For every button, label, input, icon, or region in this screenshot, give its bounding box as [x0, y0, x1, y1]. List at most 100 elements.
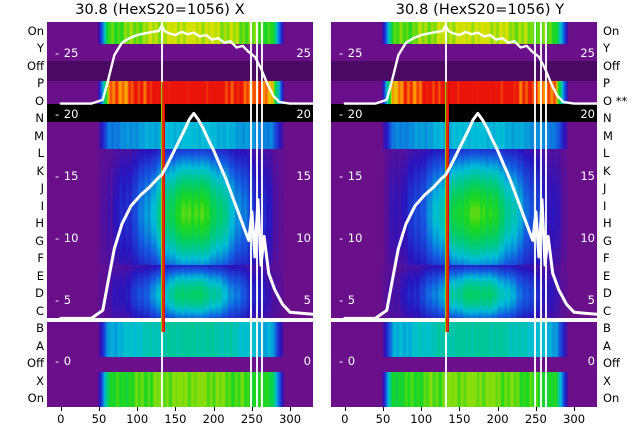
- category-label: N: [35, 111, 44, 126]
- y-tick-label: 15: [296, 169, 311, 184]
- x-tick-mark: [421, 407, 423, 411]
- y-tick-label: 25: [296, 45, 311, 60]
- y-tick-label: 15: [580, 169, 595, 184]
- heatmap-band: [331, 80, 597, 104]
- panel-y-plot-area[interactable]: - 0 0 - 5 5 - 10 10 - 15 15 - 20 20 - 25 25: [331, 22, 597, 407]
- category-label: L: [603, 146, 610, 161]
- spike-marker: [447, 82, 450, 332]
- category-label: I: [40, 198, 44, 213]
- heatmap-band: [47, 356, 313, 373]
- trace-path: [59, 111, 313, 320]
- x-tick-mark: [382, 407, 384, 411]
- category-label: K: [603, 163, 611, 178]
- x-tick-label: 250: [240, 412, 263, 426]
- category-label: H: [35, 216, 44, 231]
- trace-path: [59, 24, 313, 105]
- heatmap-band: [47, 122, 313, 150]
- y-tick-label: 25: [580, 45, 595, 60]
- panel-x-category-axis: On Y Off P O N M L K J I H G F E D C B A Off X On: [0, 22, 44, 407]
- trace-overlay: [343, 24, 597, 320]
- panel-x: 30.8 (HexS20=1056) X - 0 0 - 5 5 - 10 10 - 15 1…: [0, 2, 313, 426]
- category-label: On: [27, 23, 44, 38]
- category-label: K: [36, 163, 44, 178]
- x-tick-label: 50: [91, 412, 107, 426]
- category-label: Off: [603, 58, 620, 73]
- category-label: P: [37, 76, 44, 91]
- category-label: A: [603, 338, 611, 353]
- category-label: B: [36, 321, 44, 336]
- y-tick-label: - 10: [55, 230, 79, 245]
- category-label: O: [34, 93, 44, 108]
- y-tick-label: - 5: [55, 292, 72, 307]
- panel-x-plot-area[interactable]: - 0 0 - 5 5 - 10 10 - 15 15 - 20 20 - 25 25: [47, 22, 313, 407]
- spike-marker: [545, 22, 548, 407]
- category-label: D: [35, 286, 44, 301]
- category-label: J: [40, 181, 44, 196]
- x-tick-mark: [344, 407, 346, 411]
- x-tick-label: 100: [126, 412, 149, 426]
- category-label: P: [603, 76, 610, 91]
- category-label: C: [603, 303, 612, 318]
- category-label: Off: [27, 58, 44, 73]
- x-tick-label: 0: [57, 412, 65, 426]
- heatmap-band: [331, 149, 597, 265]
- category-label: Y: [36, 41, 44, 56]
- heatmap-band: [331, 122, 597, 150]
- y-tick-label: 20: [580, 107, 595, 122]
- category-label: Y: [603, 41, 611, 56]
- category-label: I: [603, 198, 607, 213]
- x-tick-mark: [497, 407, 499, 411]
- category-label: L: [37, 146, 44, 161]
- spike-marker: [161, 82, 164, 332]
- heatmap-band: [331, 318, 597, 323]
- heatmap-band: [47, 372, 313, 407]
- heatmap-band: [47, 149, 313, 265]
- heatmap-band: [47, 318, 313, 323]
- heatmap-band: [47, 103, 313, 123]
- x-tick-label: 100: [410, 412, 433, 426]
- x-tick-mark: [290, 407, 292, 411]
- x-tick-label: 300: [563, 412, 586, 426]
- category-label: B: [603, 321, 611, 336]
- category-label: X: [603, 373, 611, 388]
- y-tick-label: - 5: [339, 292, 356, 307]
- category-label: D: [603, 286, 612, 301]
- trace-path: [343, 111, 597, 320]
- heatmap-band: [331, 322, 597, 357]
- category-label: E: [603, 268, 611, 283]
- category-label: On: [603, 23, 620, 38]
- spike-marker: [445, 82, 448, 332]
- y-tick-label: - 10: [339, 230, 363, 245]
- heatmap-band: [331, 372, 597, 407]
- y-tick-label: 10: [296, 230, 311, 245]
- x-tick-label: 300: [279, 412, 302, 426]
- panel-y-category-axis: On Y Off P O ** N M L K J I H G F E D C B A Off X On: [599, 22, 640, 407]
- category-label: M: [34, 128, 44, 143]
- category-label: N: [603, 111, 612, 126]
- y-tick-label: - 0: [55, 354, 72, 369]
- category-label: M: [603, 128, 613, 143]
- y-tick-label: - 20: [339, 107, 363, 122]
- category-label: O **: [603, 93, 628, 108]
- x-tick-label: 50: [375, 412, 391, 426]
- heatmap-band: [47, 60, 313, 81]
- heatmap-band: [331, 356, 597, 373]
- category-label: C: [35, 303, 44, 318]
- x-tick-mark: [137, 407, 139, 411]
- panel-y-x-axis: 0 50 100 150 200 250 300: [331, 407, 597, 440]
- y-tick-label: - 20: [55, 107, 79, 122]
- panel-x-title: 30.8 (HexS20=1056) X: [75, 2, 245, 18]
- x-tick-label: 250: [524, 412, 547, 426]
- heatmap-band: [331, 103, 597, 123]
- category-label: X: [36, 373, 44, 388]
- x-tick-mark: [535, 407, 537, 411]
- trace-overlay: [59, 24, 313, 320]
- category-label: G: [603, 233, 612, 248]
- category-label: A: [36, 338, 44, 353]
- y-tick-label: - 25: [55, 45, 79, 60]
- y-tick-label: - 0: [339, 354, 356, 369]
- trace-path: [343, 24, 597, 105]
- spike-marker: [163, 82, 166, 332]
- y-tick-label: - 15: [339, 169, 363, 184]
- heatmap-band: [47, 322, 313, 357]
